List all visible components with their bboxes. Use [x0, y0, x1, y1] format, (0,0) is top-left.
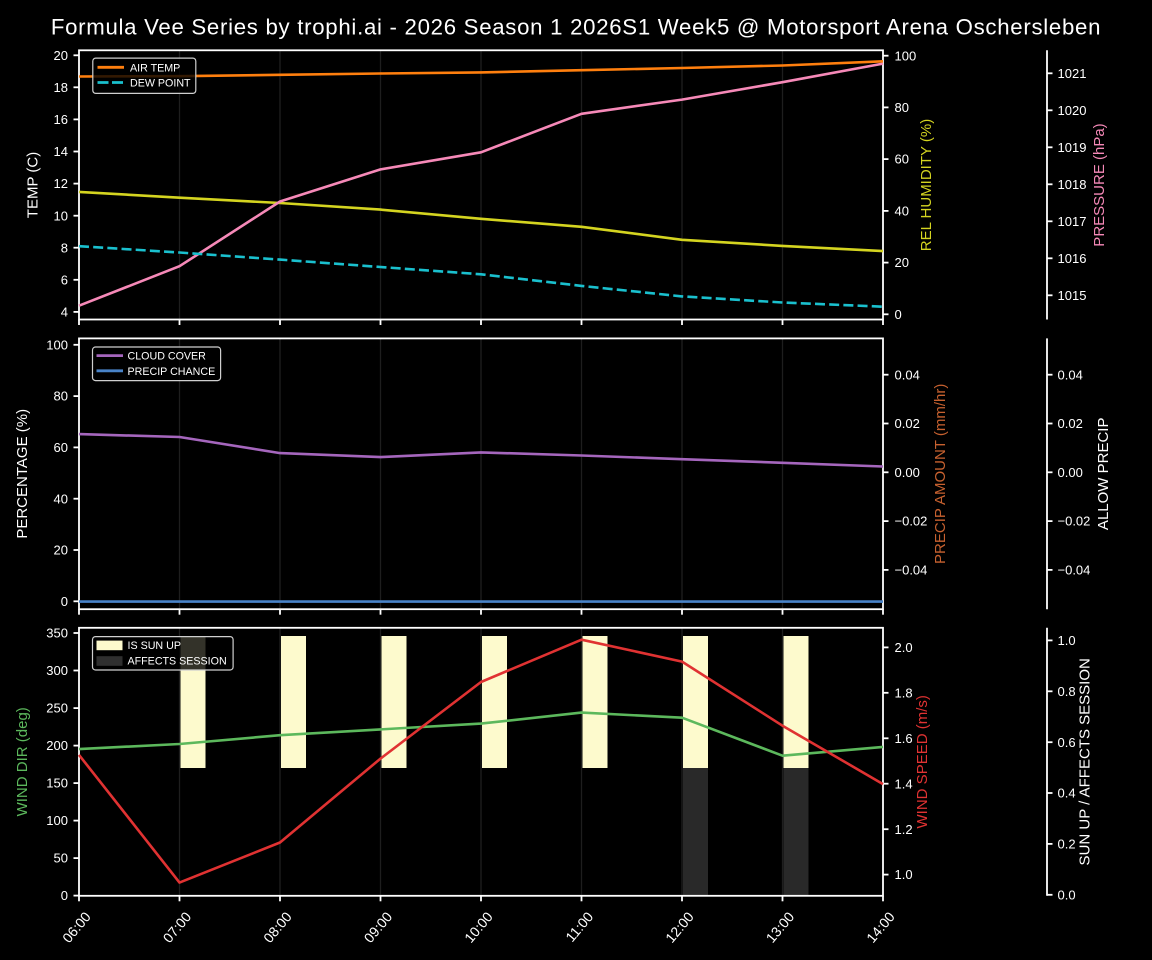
svg-text:WIND DIR (deg): WIND DIR (deg): [14, 707, 31, 816]
svg-text:0.02: 0.02: [1058, 416, 1083, 431]
svg-text:0.04: 0.04: [895, 367, 920, 382]
svg-text:60: 60: [54, 440, 68, 455]
svg-text:1018: 1018: [1058, 177, 1087, 192]
svg-text:0.04: 0.04: [1058, 367, 1083, 382]
svg-text:60: 60: [895, 152, 909, 167]
svg-text:0: 0: [61, 594, 68, 609]
svg-text:12: 12: [54, 176, 68, 191]
svg-text:1.8: 1.8: [895, 685, 913, 700]
svg-text:DEW POINT: DEW POINT: [130, 78, 191, 90]
svg-text:6: 6: [61, 272, 68, 287]
svg-text:8: 8: [61, 240, 68, 255]
svg-text:150: 150: [46, 776, 68, 791]
svg-text:PRESSURE (hPa): PRESSURE (hPa): [1091, 123, 1108, 246]
svg-text:Formula Vee Series by trophi.a: Formula Vee Series by trophi.ai - 2026 S…: [51, 15, 1101, 40]
svg-text:4: 4: [61, 305, 68, 320]
svg-text:80: 80: [54, 389, 68, 404]
svg-text:0.2: 0.2: [1058, 837, 1076, 852]
svg-text:350: 350: [46, 626, 68, 641]
svg-text:CLOUD COVER: CLOUD COVER: [128, 351, 207, 363]
svg-text:50: 50: [54, 851, 68, 866]
svg-text:AFFECTS SESSION: AFFECTS SESSION: [128, 656, 227, 668]
svg-text:IS SUN UP: IS SUN UP: [128, 640, 181, 652]
svg-text:1020: 1020: [1058, 103, 1087, 118]
svg-text:0.0: 0.0: [1058, 887, 1076, 902]
svg-text:0.00: 0.00: [1058, 465, 1083, 480]
svg-text:20: 20: [54, 48, 68, 63]
svg-text:40: 40: [54, 491, 68, 506]
svg-text:0: 0: [61, 888, 68, 903]
svg-text:200: 200: [46, 738, 68, 753]
svg-text:250: 250: [46, 701, 68, 716]
svg-text:100: 100: [46, 337, 68, 352]
svg-text:0.6: 0.6: [1058, 735, 1076, 750]
svg-text:1.0: 1.0: [895, 867, 913, 882]
svg-text:1.4: 1.4: [895, 776, 913, 791]
svg-text:1017: 1017: [1058, 214, 1087, 229]
svg-text:1.2: 1.2: [895, 822, 913, 837]
svg-text:20: 20: [895, 255, 909, 270]
svg-text:1021: 1021: [1058, 66, 1087, 81]
svg-text:−0.02: −0.02: [1058, 514, 1091, 529]
svg-text:PERCENTAGE (%): PERCENTAGE (%): [14, 409, 31, 539]
svg-text:PRECIP CHANCE: PRECIP CHANCE: [128, 366, 216, 378]
svg-text:1015: 1015: [1058, 288, 1087, 303]
svg-text:1.6: 1.6: [895, 731, 913, 746]
svg-text:10: 10: [54, 208, 68, 223]
svg-text:AIR TEMP: AIR TEMP: [130, 62, 180, 74]
svg-text:0.4: 0.4: [1058, 786, 1076, 801]
svg-text:−0.02: −0.02: [895, 514, 928, 529]
svg-text:2.0: 2.0: [895, 640, 913, 655]
svg-text:0.00: 0.00: [895, 465, 920, 480]
svg-text:80: 80: [895, 100, 909, 115]
svg-text:40: 40: [895, 204, 909, 219]
svg-text:−0.04: −0.04: [895, 563, 928, 578]
svg-text:ALLOW PRECIP: ALLOW PRECIP: [1095, 418, 1112, 531]
svg-text:1019: 1019: [1058, 140, 1087, 155]
svg-text:0: 0: [895, 307, 902, 322]
svg-text:18: 18: [54, 80, 68, 95]
svg-text:0.02: 0.02: [895, 416, 920, 431]
svg-text:SUN UP / AFFECTS SESSION: SUN UP / AFFECTS SESSION: [1077, 658, 1094, 865]
svg-text:14: 14: [54, 144, 68, 159]
svg-text:16: 16: [54, 112, 68, 127]
svg-text:100: 100: [895, 48, 917, 63]
svg-text:−0.04: −0.04: [1058, 563, 1091, 578]
svg-text:TEMP (C): TEMP (C): [25, 152, 42, 218]
svg-text:0.8: 0.8: [1058, 684, 1076, 699]
svg-text:WIND SPEED (m/s): WIND SPEED (m/s): [914, 695, 931, 828]
svg-text:1.0: 1.0: [1058, 633, 1076, 648]
svg-text:REL HUMIDITY (%): REL HUMIDITY (%): [918, 119, 935, 252]
svg-text:PRECIP AMOUNT (mm/hr): PRECIP AMOUNT (mm/hr): [932, 384, 949, 564]
svg-text:20: 20: [54, 543, 68, 558]
svg-text:1016: 1016: [1058, 251, 1087, 266]
svg-text:100: 100: [46, 813, 68, 828]
svg-text:300: 300: [46, 663, 68, 678]
